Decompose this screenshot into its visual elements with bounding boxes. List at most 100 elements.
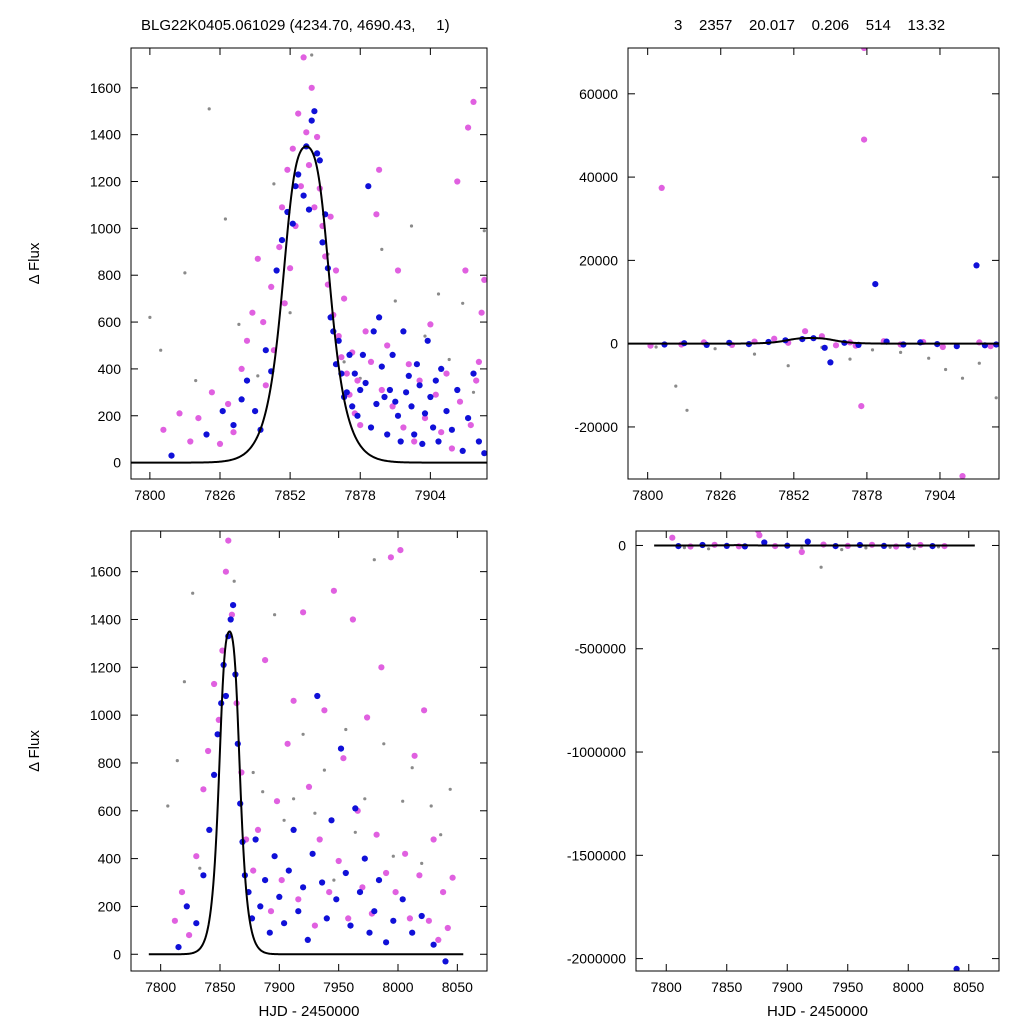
magenta-data-point <box>467 422 474 429</box>
magenta-data-point <box>939 343 946 351</box>
magenta-data-point <box>397 547 404 554</box>
blue-data-point <box>200 872 207 879</box>
magenta-data-point <box>200 786 207 793</box>
blue-data-point <box>470 370 477 377</box>
magenta-data-point <box>289 145 296 152</box>
blue-data-point <box>356 889 364 896</box>
blue-data-point <box>343 389 350 396</box>
magenta-data-point <box>357 422 364 429</box>
magenta-data-point <box>249 309 256 316</box>
grey-data-point <box>420 861 424 866</box>
x-tick-label: 7900 <box>264 979 295 995</box>
blue-data-point <box>365 183 372 190</box>
blue-data-point <box>475 438 482 445</box>
grey-data-point <box>713 347 717 351</box>
magenta-data-point <box>186 932 193 939</box>
y-tick-label: 0 <box>113 455 121 471</box>
blue-data-point <box>311 108 318 115</box>
magenta-data-point <box>326 889 333 896</box>
grey-data-point <box>870 348 875 352</box>
y-tick-label: 600 <box>98 803 122 819</box>
blue-data-point <box>430 941 437 948</box>
blue-data-point <box>333 896 340 903</box>
magenta-data-point <box>416 872 423 879</box>
y-tick-label: 1600 <box>90 564 121 580</box>
magenta-data-point <box>284 740 291 747</box>
magenta-data-point <box>435 936 442 944</box>
blue-data-point <box>262 877 269 884</box>
magenta-data-point <box>332 267 340 274</box>
magenta-data-point <box>425 917 432 924</box>
grey-data-point <box>292 797 296 801</box>
panels: 7800 7826 7852 7878 7904 0 200 400 600 800 1000 120… <box>26 47 1000 1020</box>
magenta-data-point <box>311 922 318 929</box>
magenta-data-point <box>438 429 445 436</box>
blue-data-point <box>481 450 487 457</box>
blue-data-point <box>193 920 200 927</box>
magenta-data-point <box>443 370 450 377</box>
magenta-data-point <box>416 377 423 384</box>
x-tick-label: 7850 <box>204 979 235 995</box>
grey-data-point <box>436 292 441 296</box>
y-tick-label: 400 <box>98 851 122 867</box>
grey-data-point <box>322 768 326 772</box>
panel-top-left: 7800 7826 7852 7878 7904 0 200 400 600 800 1000 120… <box>26 47 488 503</box>
blue-data-point <box>357 386 364 394</box>
blue-data-point <box>352 805 359 812</box>
magenta-data-point <box>211 680 218 688</box>
blue-data-point <box>271 853 278 860</box>
magenta-data-point <box>160 426 167 433</box>
header-left-title: BLG22K0405.061029 (4234.70, 4690.43, 1) <box>141 17 450 34</box>
magenta-data-point <box>228 611 235 618</box>
plot-frame <box>627 47 1000 480</box>
magenta-data-point <box>861 136 868 143</box>
plot-area <box>628 48 999 479</box>
blue-data-point <box>459 447 466 454</box>
magenta-data-point <box>448 445 455 452</box>
magenta-data-point <box>432 391 439 398</box>
blue-data-point <box>323 915 330 922</box>
blue-data-point <box>292 183 299 190</box>
grey-data-point <box>685 408 689 412</box>
magenta-data-point <box>300 54 307 61</box>
blue-data-point <box>427 393 434 401</box>
magenta-data-point <box>959 473 966 479</box>
magenta-data-point <box>216 440 224 447</box>
panel-bottom-right: 7800 7850 7900 7950 8000 8050 0 -500000 -1000000… <box>567 530 1000 1020</box>
y-tick-label: 200 <box>98 408 122 424</box>
grey-data-point <box>707 547 711 551</box>
magenta-data-point <box>430 836 437 843</box>
magenta-data-point <box>308 84 315 91</box>
blue-data-point <box>359 351 366 358</box>
grey-data-point <box>471 390 476 394</box>
blue-data-point <box>314 692 321 700</box>
x-tick-label: 8050 <box>442 979 473 995</box>
magenta-data-point <box>449 874 456 881</box>
magenta-data-point <box>222 568 229 575</box>
grey-data-point <box>439 833 443 837</box>
grey-data-point <box>888 545 892 549</box>
magenta-data-point <box>208 389 215 396</box>
grey-data-point <box>363 797 367 801</box>
blue-data-point <box>821 344 828 351</box>
grey-data-point <box>682 546 687 550</box>
x-tick-label: 7950 <box>323 979 354 995</box>
magenta-data-point <box>798 548 805 556</box>
grey-data-point <box>191 591 195 595</box>
grey-data-point <box>232 579 236 583</box>
magenta-data-point <box>287 265 294 272</box>
magenta-data-point <box>378 386 385 394</box>
grey-data-point <box>301 732 305 736</box>
blue-data-point <box>230 422 237 429</box>
x-tick-label: 7826 <box>705 487 736 503</box>
magenta-data-point <box>260 319 267 326</box>
blue-data-point <box>183 903 190 910</box>
blue-data-point <box>367 424 375 431</box>
magenta-data-point <box>473 377 480 384</box>
blue-data-point <box>362 379 369 387</box>
magenta-data-point <box>238 365 245 372</box>
blue-data-point <box>371 908 378 915</box>
magenta-data-point <box>178 889 186 896</box>
y-tick-label: 0 <box>618 537 626 553</box>
grey-data-point <box>409 224 414 228</box>
